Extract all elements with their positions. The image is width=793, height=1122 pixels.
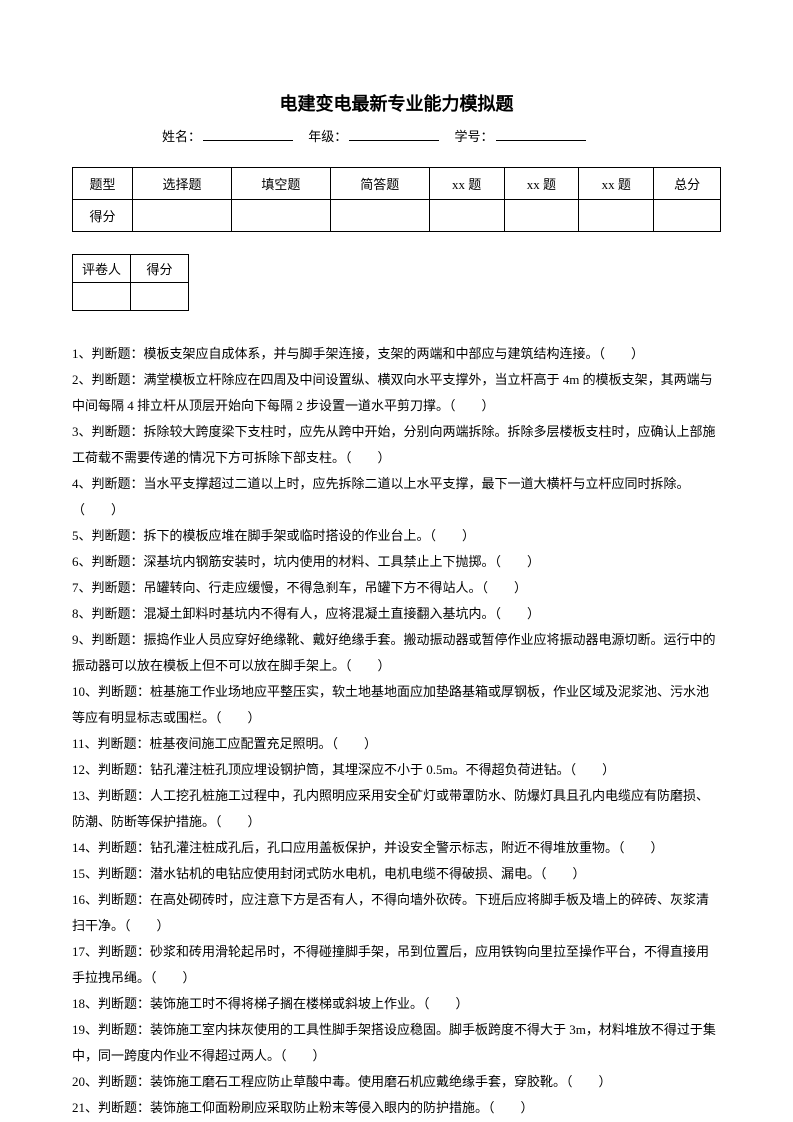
question-item: 18、判断题：装饰施工时不得将梯子搁在楼梯或斜坡上作业。（ ） [72, 991, 721, 1017]
grade-blank[interactable] [349, 140, 439, 141]
table-cell[interactable] [131, 283, 189, 311]
question-item: 14、判断题：钻孔灌注桩成孔后，孔口应用盖板保护，并设安全警示标志，附近不得堆放… [72, 835, 721, 861]
table-cell[interactable] [504, 200, 579, 232]
question-item: 2、判断题：满堂模板立杆除应在四周及中间设置纵、横双向水平支撑外，当立杆高于 4… [72, 367, 721, 419]
question-item: 3、判断题：拆除较大跨度梁下支柱时，应先从跨中开始，分别向两端拆除。拆除多层楼板… [72, 419, 721, 471]
table-cell: 填空题 [231, 168, 330, 200]
score-table: 题型 选择题 填空题 简答题 xx 题 xx 题 xx 题 总分 得分 [72, 167, 721, 232]
table-cell: xx 题 [579, 168, 654, 200]
question-item: 5、判断题：拆下的模板应堆在脚手架或临时搭设的作业台上。（ ） [72, 523, 721, 549]
table-cell: 评卷人 [73, 255, 131, 283]
name-blank[interactable] [203, 140, 293, 141]
question-item: 6、判断题：深基坑内钢筋安装时，坑内使用的材料、工具禁止上下抛掷。（ ） [72, 549, 721, 575]
student-info-line: 姓名： 年级： 学号： [72, 126, 721, 145]
table-cell: 选择题 [133, 168, 232, 200]
table-cell[interactable] [73, 283, 131, 311]
question-item: 11、判断题：桩基夜间施工应配置充足照明。（ ） [72, 731, 721, 757]
table-cell[interactable] [330, 200, 429, 232]
id-blank[interactable] [496, 140, 586, 141]
table-cell: xx 题 [429, 168, 504, 200]
table-cell: 得分 [73, 200, 133, 232]
question-item: 17、判断题：砂浆和砖用滑轮起吊时，不得碰撞脚手架，吊到位置后，应用铁钩向里拉至… [72, 939, 721, 991]
table-cell: 简答题 [330, 168, 429, 200]
question-item: 19、判断题：装饰施工室内抹灰使用的工具性脚手架搭设应稳固。脚手板跨度不得大于 … [72, 1017, 721, 1069]
questions-block: 1、判断题：模板支架应自成体系，并与脚手架连接，支架的两端和中部应与建筑结构连接… [72, 341, 721, 1121]
table-cell: 题型 [73, 168, 133, 200]
question-item: 16、判断题：在高处砌砖时，应注意下方是否有人，不得向墙外砍砖。下班后应将脚手板… [72, 887, 721, 939]
table-cell: 得分 [131, 255, 189, 283]
question-item: 12、判断题：钻孔灌注桩孔顶应埋设钢护筒，其埋深应不小于 0.5m。不得超负荷进… [72, 757, 721, 783]
table-row [73, 283, 189, 311]
table-cell[interactable] [133, 200, 232, 232]
question-item: 21、判断题：装饰施工仰面粉刷应采取防止粉末等侵入眼内的防护措施。（ ） [72, 1095, 721, 1121]
table-cell[interactable] [231, 200, 330, 232]
question-item: 1、判断题：模板支架应自成体系，并与脚手架连接，支架的两端和中部应与建筑结构连接… [72, 341, 721, 367]
question-item: 4、判断题：当水平支撑超过二道以上时，应先拆除二道以上水平支撑，最下一道大横杆与… [72, 471, 721, 523]
table-cell: xx 题 [504, 168, 579, 200]
grade-label: 年级： [308, 129, 347, 144]
question-item: 8、判断题：混凝土卸料时基坑内不得有人，应将混凝土直接翻入基坑内。（ ） [72, 601, 721, 627]
question-item: 13、判断题：人工挖孔桩施工过程中，孔内照明应采用安全矿灯或带罩防水、防爆灯具且… [72, 783, 721, 835]
id-label: 学号： [455, 129, 494, 144]
question-item: 7、判断题：吊罐转向、行走应缓慢，不得急刹车，吊罐下方不得站人。（ ） [72, 575, 721, 601]
table-cell[interactable] [429, 200, 504, 232]
table-row: 题型 选择题 填空题 简答题 xx 题 xx 题 xx 题 总分 [73, 168, 721, 200]
table-cell[interactable] [654, 200, 721, 232]
question-item: 20、判断题：装饰施工磨石工程应防止草酸中毒。使用磨石机应戴绝缘手套，穿胶靴。（… [72, 1069, 721, 1095]
table-cell[interactable] [579, 200, 654, 232]
table-cell: 总分 [654, 168, 721, 200]
grader-table: 评卷人 得分 [72, 254, 189, 311]
table-row: 评卷人 得分 [73, 255, 189, 283]
table-row: 得分 [73, 200, 721, 232]
name-label: 姓名： [162, 129, 201, 144]
question-item: 9、判断题：振捣作业人员应穿好绝缘靴、戴好绝缘手套。搬动振动器或暂停作业应将振动… [72, 627, 721, 679]
page-title: 电建变电最新专业能力模拟题 [72, 90, 721, 116]
question-item: 10、判断题：桩基施工作业场地应平整压实，软土地基地面应加垫路基箱或厚钢板，作业… [72, 679, 721, 731]
question-item: 15、判断题：潜水钻机的电钻应使用封闭式防水电机，电机电缆不得破损、漏电。（ ） [72, 861, 721, 887]
